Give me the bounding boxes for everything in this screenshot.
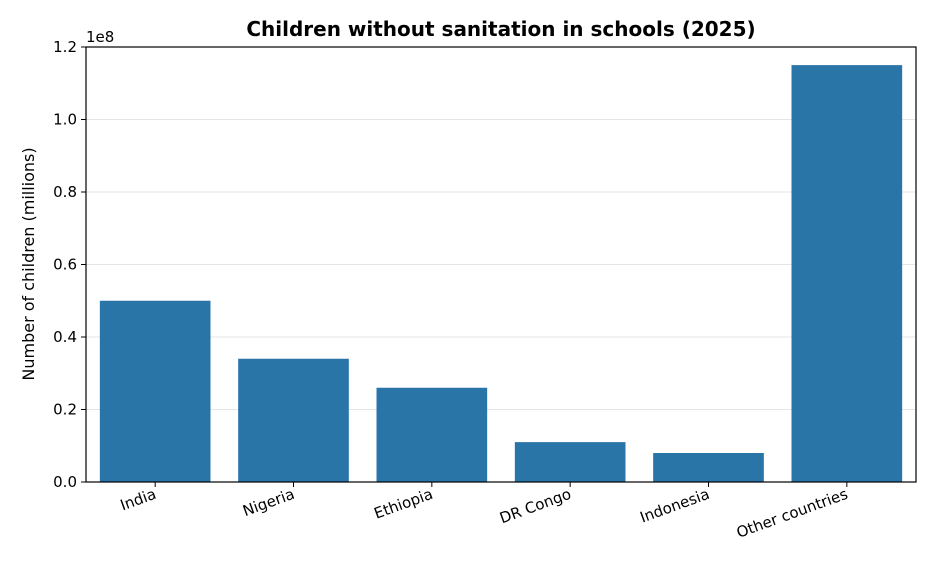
y-tick-label: 0.2	[53, 401, 77, 419]
y-tick-label: 0.8	[53, 183, 77, 201]
x-tick-label: DR Congo	[497, 485, 573, 527]
y-tick-label: 0.4	[53, 328, 77, 346]
bar	[653, 453, 764, 482]
y-tick-label: 0.6	[53, 256, 77, 274]
x-tick-label: Indonesia	[638, 485, 712, 527]
y-axis-label: Number of children (millions)	[19, 147, 38, 380]
x-tick-label: Nigeria	[240, 485, 297, 520]
bar	[99, 300, 211, 482]
plot-frame	[85, 46, 917, 483]
y-tick-label: 1.2	[53, 38, 77, 56]
y-axis-offset-label: 1e8	[86, 28, 114, 46]
x-axis-ticks: India Nigeria Ethiopia DR Congo Indonesia Oth…	[118, 482, 850, 542]
x-tick-label: Ethiopia	[372, 485, 436, 523]
bar	[376, 387, 488, 482]
x-tick-label: India	[118, 485, 159, 515]
y-tick-label: 1.0	[53, 111, 77, 129]
bar	[514, 442, 626, 482]
y-axis-ticks: 0.0 0.2 0.4 0.6 0.8 1.0 1.2	[53, 38, 86, 491]
x-tick-label: Other countries	[734, 485, 850, 542]
chart-title: Children without sanitation in schools (…	[246, 17, 755, 41]
bars	[99, 65, 903, 482]
bar	[791, 65, 903, 482]
bar	[238, 358, 349, 482]
y-tick-label: 0.0	[53, 473, 77, 491]
